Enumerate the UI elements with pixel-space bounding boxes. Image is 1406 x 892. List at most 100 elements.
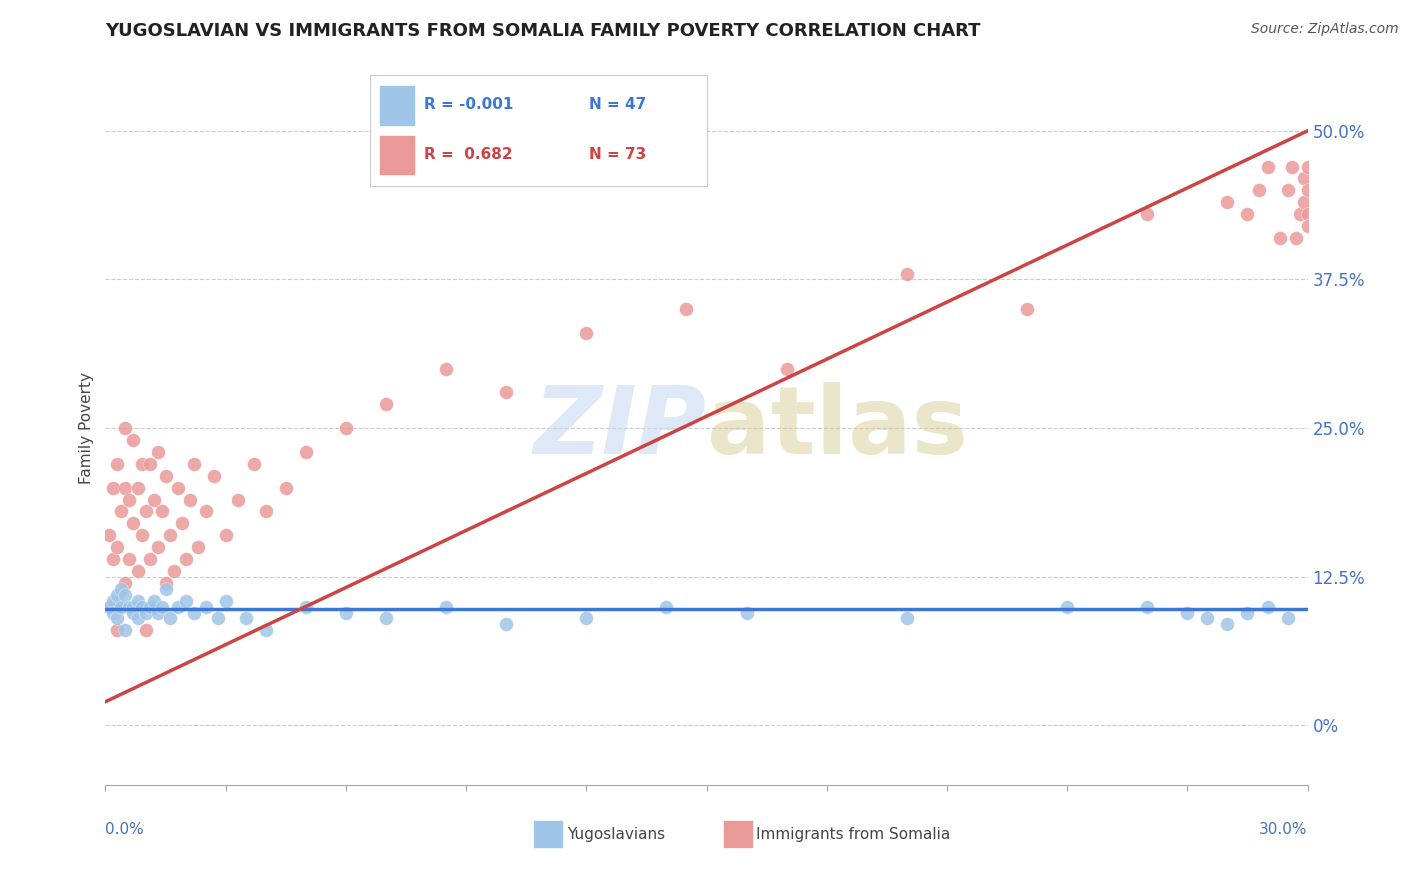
Point — [254, 624, 277, 638]
Text: Source: ZipAtlas.com: Source: ZipAtlas.com — [1251, 22, 1399, 37]
Point — [155, 468, 177, 483]
Point — [495, 385, 517, 400]
Point — [135, 504, 157, 518]
Point — [155, 582, 177, 596]
Point — [142, 599, 165, 614]
Point — [1017, 302, 1039, 317]
Point — [1277, 183, 1299, 197]
Point — [107, 588, 129, 602]
Point — [295, 599, 318, 614]
Point — [138, 552, 160, 566]
Point — [159, 528, 181, 542]
Point — [1292, 195, 1315, 210]
Point — [103, 552, 125, 566]
Point — [103, 593, 125, 607]
Point — [122, 599, 145, 614]
Point — [226, 492, 249, 507]
Point — [254, 504, 277, 518]
Point — [114, 481, 136, 495]
Point — [183, 606, 205, 620]
Text: Yugoslavians: Yugoslavians — [567, 827, 665, 841]
Point — [1136, 207, 1159, 221]
Point — [335, 606, 357, 620]
Point — [150, 599, 173, 614]
Point — [374, 611, 398, 625]
Point — [896, 267, 918, 281]
Point — [131, 599, 153, 614]
Point — [131, 528, 153, 542]
Point — [1296, 160, 1319, 174]
Point — [127, 611, 149, 625]
Text: YUGOSLAVIAN VS IMMIGRANTS FROM SOMALIA FAMILY POVERTY CORRELATION CHART: YUGOSLAVIAN VS IMMIGRANTS FROM SOMALIA F… — [105, 22, 981, 40]
Y-axis label: Family Poverty: Family Poverty — [79, 372, 94, 484]
Point — [776, 361, 799, 376]
Point — [166, 599, 188, 614]
Point — [110, 599, 132, 614]
Point — [122, 433, 145, 447]
Point — [214, 528, 236, 542]
Point — [187, 540, 209, 554]
Text: 30.0%: 30.0% — [1260, 822, 1308, 837]
Point — [434, 361, 457, 376]
Point — [1284, 231, 1306, 245]
Point — [107, 457, 129, 471]
Point — [1296, 207, 1319, 221]
Point — [110, 599, 132, 614]
Point — [194, 599, 217, 614]
Point — [98, 599, 121, 614]
Point — [1257, 160, 1279, 174]
Point — [295, 445, 318, 459]
Point — [114, 588, 136, 602]
Point — [118, 552, 141, 566]
Point — [1296, 183, 1319, 197]
Point — [434, 599, 457, 614]
Point — [122, 599, 145, 614]
Point — [122, 516, 145, 531]
Point — [166, 481, 188, 495]
Point — [374, 397, 398, 411]
Point — [114, 624, 136, 638]
Point — [155, 575, 177, 590]
Point — [1292, 171, 1315, 186]
Point — [127, 564, 149, 578]
Point — [214, 593, 236, 607]
Point — [735, 606, 758, 620]
Point — [107, 611, 129, 625]
Point — [207, 611, 229, 625]
Point — [118, 599, 141, 614]
Point — [146, 606, 169, 620]
Point — [107, 540, 129, 554]
Point — [235, 611, 257, 625]
Point — [110, 582, 132, 596]
Point — [98, 599, 121, 614]
Point — [138, 599, 160, 614]
Point — [242, 457, 264, 471]
Point — [1288, 207, 1310, 221]
Point — [655, 599, 678, 614]
Point — [103, 606, 125, 620]
Point — [495, 617, 517, 632]
Point — [146, 540, 169, 554]
Point — [138, 457, 160, 471]
Point — [1216, 617, 1239, 632]
Point — [110, 504, 132, 518]
Point — [107, 624, 129, 638]
Point — [159, 611, 181, 625]
Point — [1281, 160, 1303, 174]
Text: atlas: atlas — [707, 382, 967, 475]
Point — [202, 468, 225, 483]
Text: ZIP: ZIP — [534, 382, 707, 475]
Point — [1268, 231, 1291, 245]
Point — [114, 421, 136, 435]
Point — [335, 421, 357, 435]
Point — [274, 481, 297, 495]
Point — [1216, 195, 1239, 210]
Point — [162, 564, 184, 578]
Point — [1136, 599, 1159, 614]
Point — [1257, 599, 1279, 614]
Point — [183, 457, 205, 471]
Point — [575, 611, 598, 625]
Point — [127, 593, 149, 607]
Point — [122, 606, 145, 620]
Point — [896, 611, 918, 625]
